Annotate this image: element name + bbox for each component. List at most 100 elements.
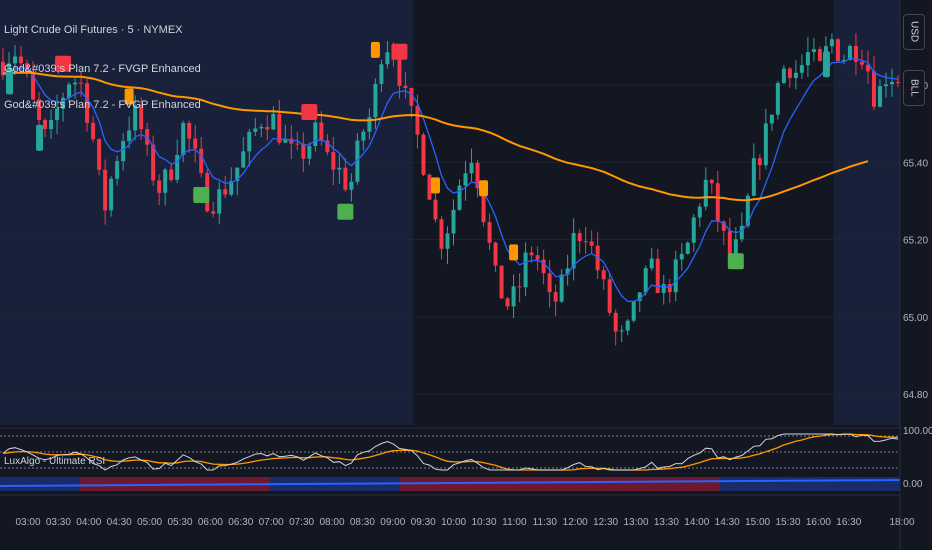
candle bbox=[835, 38, 840, 63]
currency-button[interactable]: USD bbox=[903, 14, 925, 50]
time-tick-label: 09:00 bbox=[380, 517, 405, 528]
sell-signal-marker bbox=[55, 55, 72, 72]
candle-body bbox=[91, 122, 96, 140]
time-tick-label: 13:00 bbox=[623, 517, 648, 528]
c-signal-marker bbox=[509, 244, 519, 261]
candle-body bbox=[505, 298, 510, 307]
candle-body bbox=[37, 99, 42, 120]
candle-body bbox=[265, 126, 270, 130]
candle-body bbox=[889, 81, 894, 85]
candle-body bbox=[661, 284, 666, 293]
candle-body bbox=[475, 162, 480, 189]
candle-body bbox=[409, 87, 414, 106]
candle bbox=[553, 284, 558, 317]
time-tick-label: 11:30 bbox=[533, 517, 558, 528]
candle bbox=[349, 173, 354, 202]
candle bbox=[583, 227, 588, 254]
time-tick-label: 08:30 bbox=[350, 517, 375, 528]
candle bbox=[73, 78, 78, 99]
candle-body bbox=[896, 81, 900, 83]
candle-body bbox=[115, 161, 120, 179]
candle bbox=[607, 273, 612, 316]
candle-body bbox=[805, 52, 810, 66]
candle bbox=[445, 226, 450, 265]
candle-body bbox=[745, 195, 750, 226]
time-tick-label: 14:00 bbox=[684, 517, 709, 528]
candle-body bbox=[457, 185, 462, 210]
candle-body bbox=[841, 59, 846, 62]
candle-body bbox=[49, 120, 54, 130]
candle-body bbox=[13, 56, 18, 64]
candle bbox=[157, 174, 162, 206]
candle bbox=[535, 246, 540, 271]
candle-body bbox=[541, 259, 546, 274]
candle bbox=[427, 173, 432, 200]
candle-body bbox=[523, 252, 528, 288]
candle-body bbox=[211, 211, 216, 214]
candle bbox=[757, 154, 762, 180]
candle-body bbox=[343, 167, 348, 190]
candle bbox=[61, 92, 66, 122]
candle bbox=[151, 135, 156, 186]
candles bbox=[1, 33, 900, 346]
candle-body bbox=[253, 128, 258, 132]
candle bbox=[301, 132, 306, 173]
candle bbox=[811, 38, 816, 62]
candle-body bbox=[697, 206, 702, 218]
candle bbox=[541, 249, 546, 285]
buy-signal-marker bbox=[727, 253, 744, 270]
bull-signal-marker bbox=[36, 124, 44, 151]
indicator-legend-1[interactable]: God&#039;s Plan 7.2 - FVGP Enhanced bbox=[4, 63, 201, 75]
candle-body bbox=[277, 113, 282, 143]
candle-body bbox=[295, 143, 300, 145]
price-tick-label: 64.80 bbox=[903, 390, 928, 401]
time-tick-label: 16:00 bbox=[806, 517, 831, 528]
candle-body bbox=[793, 72, 798, 79]
candle bbox=[109, 176, 114, 217]
candle-body bbox=[355, 140, 360, 182]
candle-body bbox=[535, 255, 540, 260]
candle-body bbox=[601, 270, 606, 280]
candle-body bbox=[217, 189, 222, 214]
osc-band-line bbox=[0, 479, 901, 487]
candle bbox=[43, 118, 48, 137]
candle bbox=[229, 167, 234, 197]
unit-button[interactable]: BLL bbox=[903, 70, 925, 106]
candle-body bbox=[349, 181, 354, 190]
candle-body bbox=[373, 83, 378, 118]
candle-body bbox=[751, 158, 756, 196]
c-signal-marker bbox=[124, 88, 134, 105]
candle-body bbox=[61, 97, 66, 109]
sell-signal-marker bbox=[391, 43, 408, 60]
candle bbox=[193, 124, 198, 163]
candle-body bbox=[607, 279, 612, 313]
candle bbox=[265, 115, 270, 141]
candle bbox=[559, 269, 564, 303]
indicator-legend-2[interactable]: God&#039;s Plan 7.2 - FVGP Enhanced bbox=[4, 99, 201, 111]
time-tick-label: 06:00 bbox=[198, 517, 223, 528]
candle bbox=[451, 199, 456, 246]
candle-body bbox=[85, 83, 90, 123]
candle bbox=[421, 132, 426, 177]
candle-body bbox=[319, 122, 324, 141]
candle-body bbox=[859, 61, 864, 65]
candle-body bbox=[31, 71, 36, 100]
candle-body bbox=[499, 265, 504, 299]
candle bbox=[613, 309, 618, 346]
candle bbox=[896, 74, 900, 87]
candle-body bbox=[799, 65, 804, 73]
candle bbox=[259, 123, 264, 138]
candle bbox=[439, 216, 444, 260]
candle-body bbox=[883, 84, 888, 87]
candle-body bbox=[673, 259, 678, 293]
time-tick-label: 05:00 bbox=[137, 517, 162, 528]
candle bbox=[283, 124, 288, 144]
candle-body bbox=[313, 122, 318, 147]
oscillator-legend[interactable]: LuxAlgo - Ultimate RSI bbox=[4, 456, 106, 467]
candle bbox=[121, 132, 126, 171]
symbol-legend[interactable]: Light Crude Oil Futures · 5 · NYMEX bbox=[4, 24, 183, 36]
candle bbox=[751, 143, 756, 197]
candle-body bbox=[625, 320, 630, 331]
time-tick-label: 13:30 bbox=[654, 517, 679, 528]
